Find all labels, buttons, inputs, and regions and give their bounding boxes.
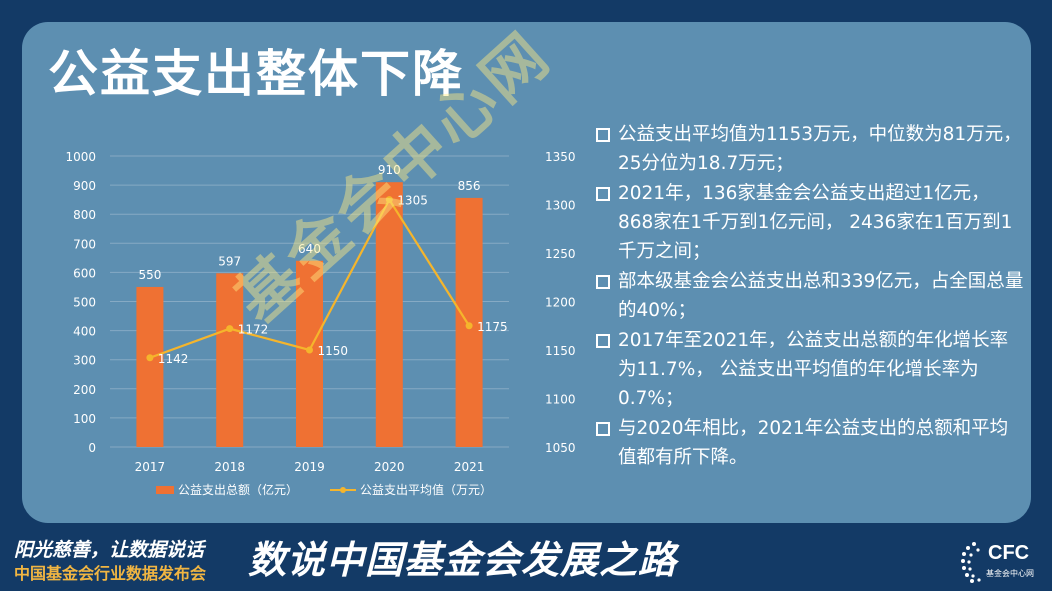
line-data-label: 1305 [397,194,428,208]
y-left-tick-label: 800 [73,208,96,222]
slide-panel: 公益支出整体下降 0 100 200 300 400 500 600 700 800 900 100… [22,22,1031,523]
bullet-text: 部本级基金会公益支出总和339亿元，占全国总量的40%； [618,271,1024,321]
bullet-text: 公益支出平均值为1153万元，中位数为81万元，25分位为18.7万元； [618,124,1022,174]
bullet-text: 2021年，136家基金会公益支出超过1亿元，868家在1千万到1亿元间， 24… [618,183,1013,262]
bar [136,286,164,447]
line-point [385,196,393,204]
bar-data-label: 640 [298,242,321,256]
bar [296,260,323,447]
bar-data-label: 597 [218,254,241,268]
y-right-tick-label: 1100 [545,393,576,407]
footer-bar: 阳光慈善，让数据说话 中国基金会行业数据发布会 数说中国基金会发展之路 CFC … [0,530,1052,591]
y-left-tick-label: 900 [73,179,96,193]
footer-title: 数说中国基金会发展之路 [248,538,678,582]
line-data-label: 1150 [318,344,349,358]
line-data-label: 1175 [477,320,508,334]
bar-data-label: 856 [458,179,481,193]
x-tick-label: 2020 [374,460,405,474]
bar [216,273,244,447]
y-left-tick-label: 400 [73,325,96,339]
legend-label-bar: 公益支出总额（亿元） [178,482,298,497]
slide-title: 公益支出整体下降 [48,45,464,103]
bullet-text: 与2020年相比，2021年公益支出的总额和平均值都有所下降。 [618,418,1009,468]
legend-swatch-bar [156,486,174,494]
bullet-item: 2017年至2021年，公益支出总额的年化增长率为11.7%， 公益支出平均值的… [594,326,1024,413]
logo-text: CFC [988,542,1030,564]
bar-data-label: 550 [138,268,161,282]
y-right-tick-label: 1200 [545,296,576,310]
bullet-text: 2017年至2021年，公益支出总额的年化增长率为11.7%， 公益支出平均值的… [618,330,1009,409]
checkbox-bullet-icon [596,422,610,436]
checkbox-bullet-icon [596,187,610,201]
bullet-list: 公益支出平均值为1153万元，中位数为81万元，25分位为18.7万元； 202… [594,120,1024,473]
line-data-label: 1172 [238,323,269,337]
y-left-tick-label: 200 [73,383,96,397]
y-left-tick-label: 600 [73,266,96,280]
x-tick-label: 2019 [294,460,325,474]
footer-subtitle: 中国基金会行业数据发布会 [14,564,207,583]
y-right-tick-label: 1050 [545,441,576,455]
y-right-tick-label: 1150 [545,344,576,358]
line-point [146,354,154,362]
line-point [465,322,473,330]
cfc-logo-icon [961,542,981,583]
bar-data-label: 910 [378,163,401,177]
x-tick-label: 2021 [454,460,485,474]
y-right-tick-label: 1250 [545,247,576,261]
legend-label-line: 公益支出平均值（万元） [360,482,492,497]
y-left-tick-label: 500 [73,296,96,310]
cfc-logo: CFC 基金会中心网 [960,538,1040,588]
y-right-tick-label: 1350 [545,150,576,164]
bar [375,182,403,447]
checkbox-bullet-icon [596,128,610,142]
bullet-item: 公益支出平均值为1153万元，中位数为81万元，25分位为18.7万元； [594,120,1024,178]
bullet-item: 部本级基金会公益支出总和339亿元，占全国总量的40%； [594,267,1024,325]
footer-slogan: 阳光慈善，让数据说话 [14,539,205,561]
y-left-tick-label: 1000 [65,150,96,164]
logo-subtext: 基金会中心网 [986,569,1034,578]
y-left-tick-label: 100 [73,412,96,426]
y-left-tick-label: 0 [88,441,96,455]
checkbox-bullet-icon [596,275,610,289]
x-tick-label: 2017 [135,460,166,474]
x-tick-label: 2018 [214,460,245,474]
line-data-label: 1142 [158,352,189,366]
bullet-item: 2021年，136家基金会公益支出超过1亿元，868家在1千万到1亿元间， 24… [594,179,1024,266]
y-right-tick-label: 1300 [545,199,576,213]
y-left-tick-label: 700 [73,237,96,251]
checkbox-bullet-icon [596,334,610,348]
line-point [306,346,313,354]
legend-marker-line [340,487,346,493]
combo-chart: 0 100 200 300 400 500 600 700 800 900 1000 1050 1100… [65,150,576,497]
y-left-tick-label: 300 [73,354,96,368]
bullet-item: 与2020年相比，2021年公益支出的总额和平均值都有所下降。 [594,414,1024,472]
line-point [226,325,234,333]
